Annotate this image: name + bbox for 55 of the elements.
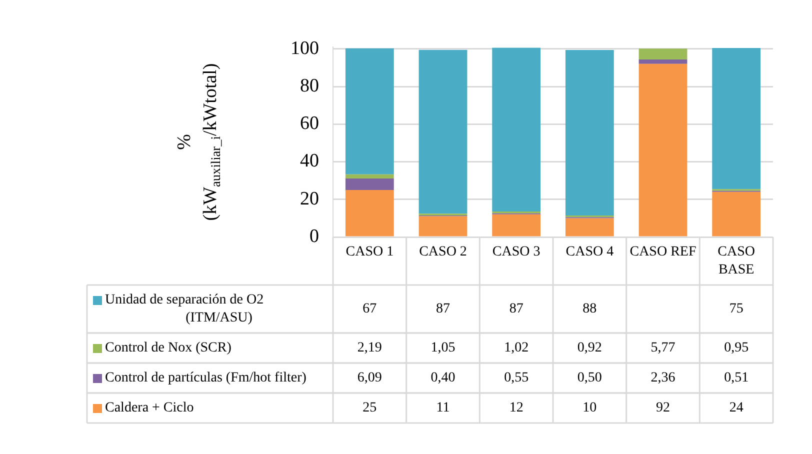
data-label: 11 (436, 400, 450, 416)
bar (492, 214, 541, 236)
bar (565, 50, 614, 216)
y-tick-label: 40 (300, 150, 319, 172)
data-label: 12 (509, 400, 524, 416)
y-tick-label: 60 (300, 113, 319, 134)
bar (345, 190, 394, 236)
bar (345, 178, 394, 190)
x-tick-label: CASO BASE (718, 244, 756, 278)
y-tick-label: 20 (300, 188, 319, 210)
data-label: 5,77 (650, 340, 676, 356)
data-label: 75 (729, 302, 744, 317)
data-label: 88 (582, 302, 597, 317)
data-label: 25 (362, 400, 377, 416)
legend-label: Unidad de separación de O2 (ITM/ASU) (105, 292, 264, 326)
legend-label: Caldera + Ciclo (105, 400, 194, 416)
bar (712, 192, 761, 236)
data-label: 0,50 (577, 370, 602, 386)
data-label: 0,55 (504, 370, 529, 386)
bar (345, 48, 394, 174)
bar (638, 48, 688, 60)
bar (712, 48, 761, 190)
y-tick-label: 100 (290, 38, 319, 59)
y-tick-label: 80 (300, 75, 319, 96)
bar (492, 48, 541, 212)
text: % (kWauxiliar_i/kWtotal) (174, 63, 224, 221)
bar (638, 64, 688, 236)
data-label: 92 (656, 400, 670, 416)
bar (418, 50, 468, 214)
bar (345, 174, 394, 179)
bar (418, 216, 468, 236)
data-label: 87 (509, 302, 524, 317)
x-tick-label: CASO 1 (346, 244, 394, 260)
x-tick-label: CASO 3 (492, 244, 540, 260)
data-label: 1,02 (504, 340, 529, 356)
data-label: 24 (729, 400, 744, 416)
bar (565, 218, 614, 236)
legend-label: Control de Nox (SCR) (105, 340, 232, 356)
x-tick-label: CASO REF (630, 244, 696, 260)
data-label: 0,95 (724, 340, 749, 356)
data-label: 0,40 (430, 370, 456, 386)
data-label: 0,51 (724, 370, 749, 386)
data-label: 2,36 (650, 370, 676, 386)
y-tick-label: 0 (310, 226, 319, 247)
data-label: 67 (362, 302, 377, 317)
bar (638, 59, 688, 64)
x-tick-label: CASO 2 (419, 244, 467, 260)
data-label: 10 (582, 400, 597, 416)
x-tick-label: CASO 4 (566, 244, 614, 260)
data-label: 1,05 (430, 340, 456, 356)
data-label: 6,09 (357, 370, 382, 386)
legend-label: Control de partículas (Fm/hot filter) (105, 370, 307, 386)
data-label: 2,19 (357, 340, 382, 356)
data-label: 0,92 (577, 340, 602, 356)
data-label: 87 (436, 302, 450, 317)
